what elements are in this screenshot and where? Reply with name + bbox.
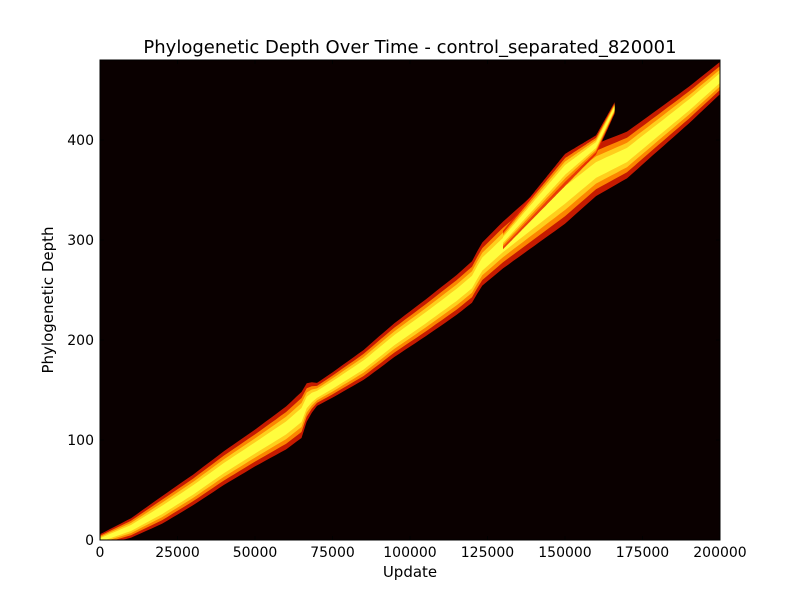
y-tick-label: 300 (67, 233, 94, 249)
y-tick-label: 100 (67, 433, 94, 449)
x-tick-label: 150000 (538, 545, 591, 561)
x-axis: 0 25000 50000 75000 100000 125000 150000 175000… (96, 60, 747, 561)
heat-band-0-level-0 (100, 73, 720, 540)
heatmap-layer (100, 61, 720, 540)
chart-title: Phylogenetic Depth Over Time - control_s… (143, 37, 676, 58)
x-tick-label: 0 (96, 545, 105, 561)
y-axis-label: Phylogenetic Depth (39, 226, 57, 373)
y-tick-label: 0 (85, 533, 94, 549)
y-tick-label: 400 (67, 133, 94, 149)
x-tick-label: 125000 (461, 545, 514, 561)
x-tick-label: 75000 (310, 545, 355, 561)
x-tick-label: 25000 (155, 545, 200, 561)
x-tick-label: 50000 (233, 545, 278, 561)
heat-band-1-level-0 (503, 106, 615, 243)
x-axis-label: Update (383, 563, 437, 581)
x-tick-label: 200000 (693, 545, 746, 561)
y-tick-label: 200 (67, 333, 94, 349)
x-tick-label: 175000 (616, 545, 669, 561)
x-tick-label: 100000 (383, 545, 436, 561)
y-axis: 0 100 200 300 400 (67, 133, 720, 549)
